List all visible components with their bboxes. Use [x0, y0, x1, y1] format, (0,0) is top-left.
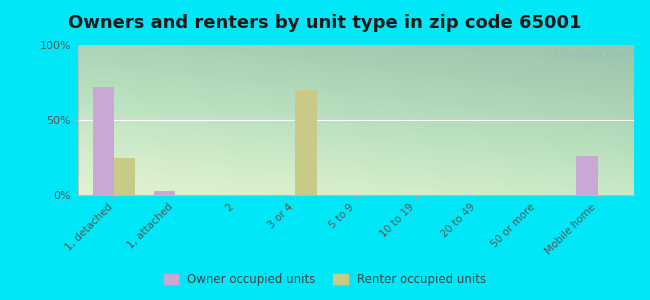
Bar [577, 156, 597, 195]
Bar [93, 87, 114, 195]
Text: Owners and renters by unit type in zip code 65001: Owners and renters by unit type in zip c… [68, 14, 582, 32]
Legend: Owner occupied units, Renter occupied units: Owner occupied units, Renter occupied un… [159, 269, 491, 291]
Bar [114, 158, 135, 195]
Text: City-Data.com: City-Data.com [554, 50, 628, 59]
Bar [296, 90, 317, 195]
Bar [153, 190, 175, 195]
